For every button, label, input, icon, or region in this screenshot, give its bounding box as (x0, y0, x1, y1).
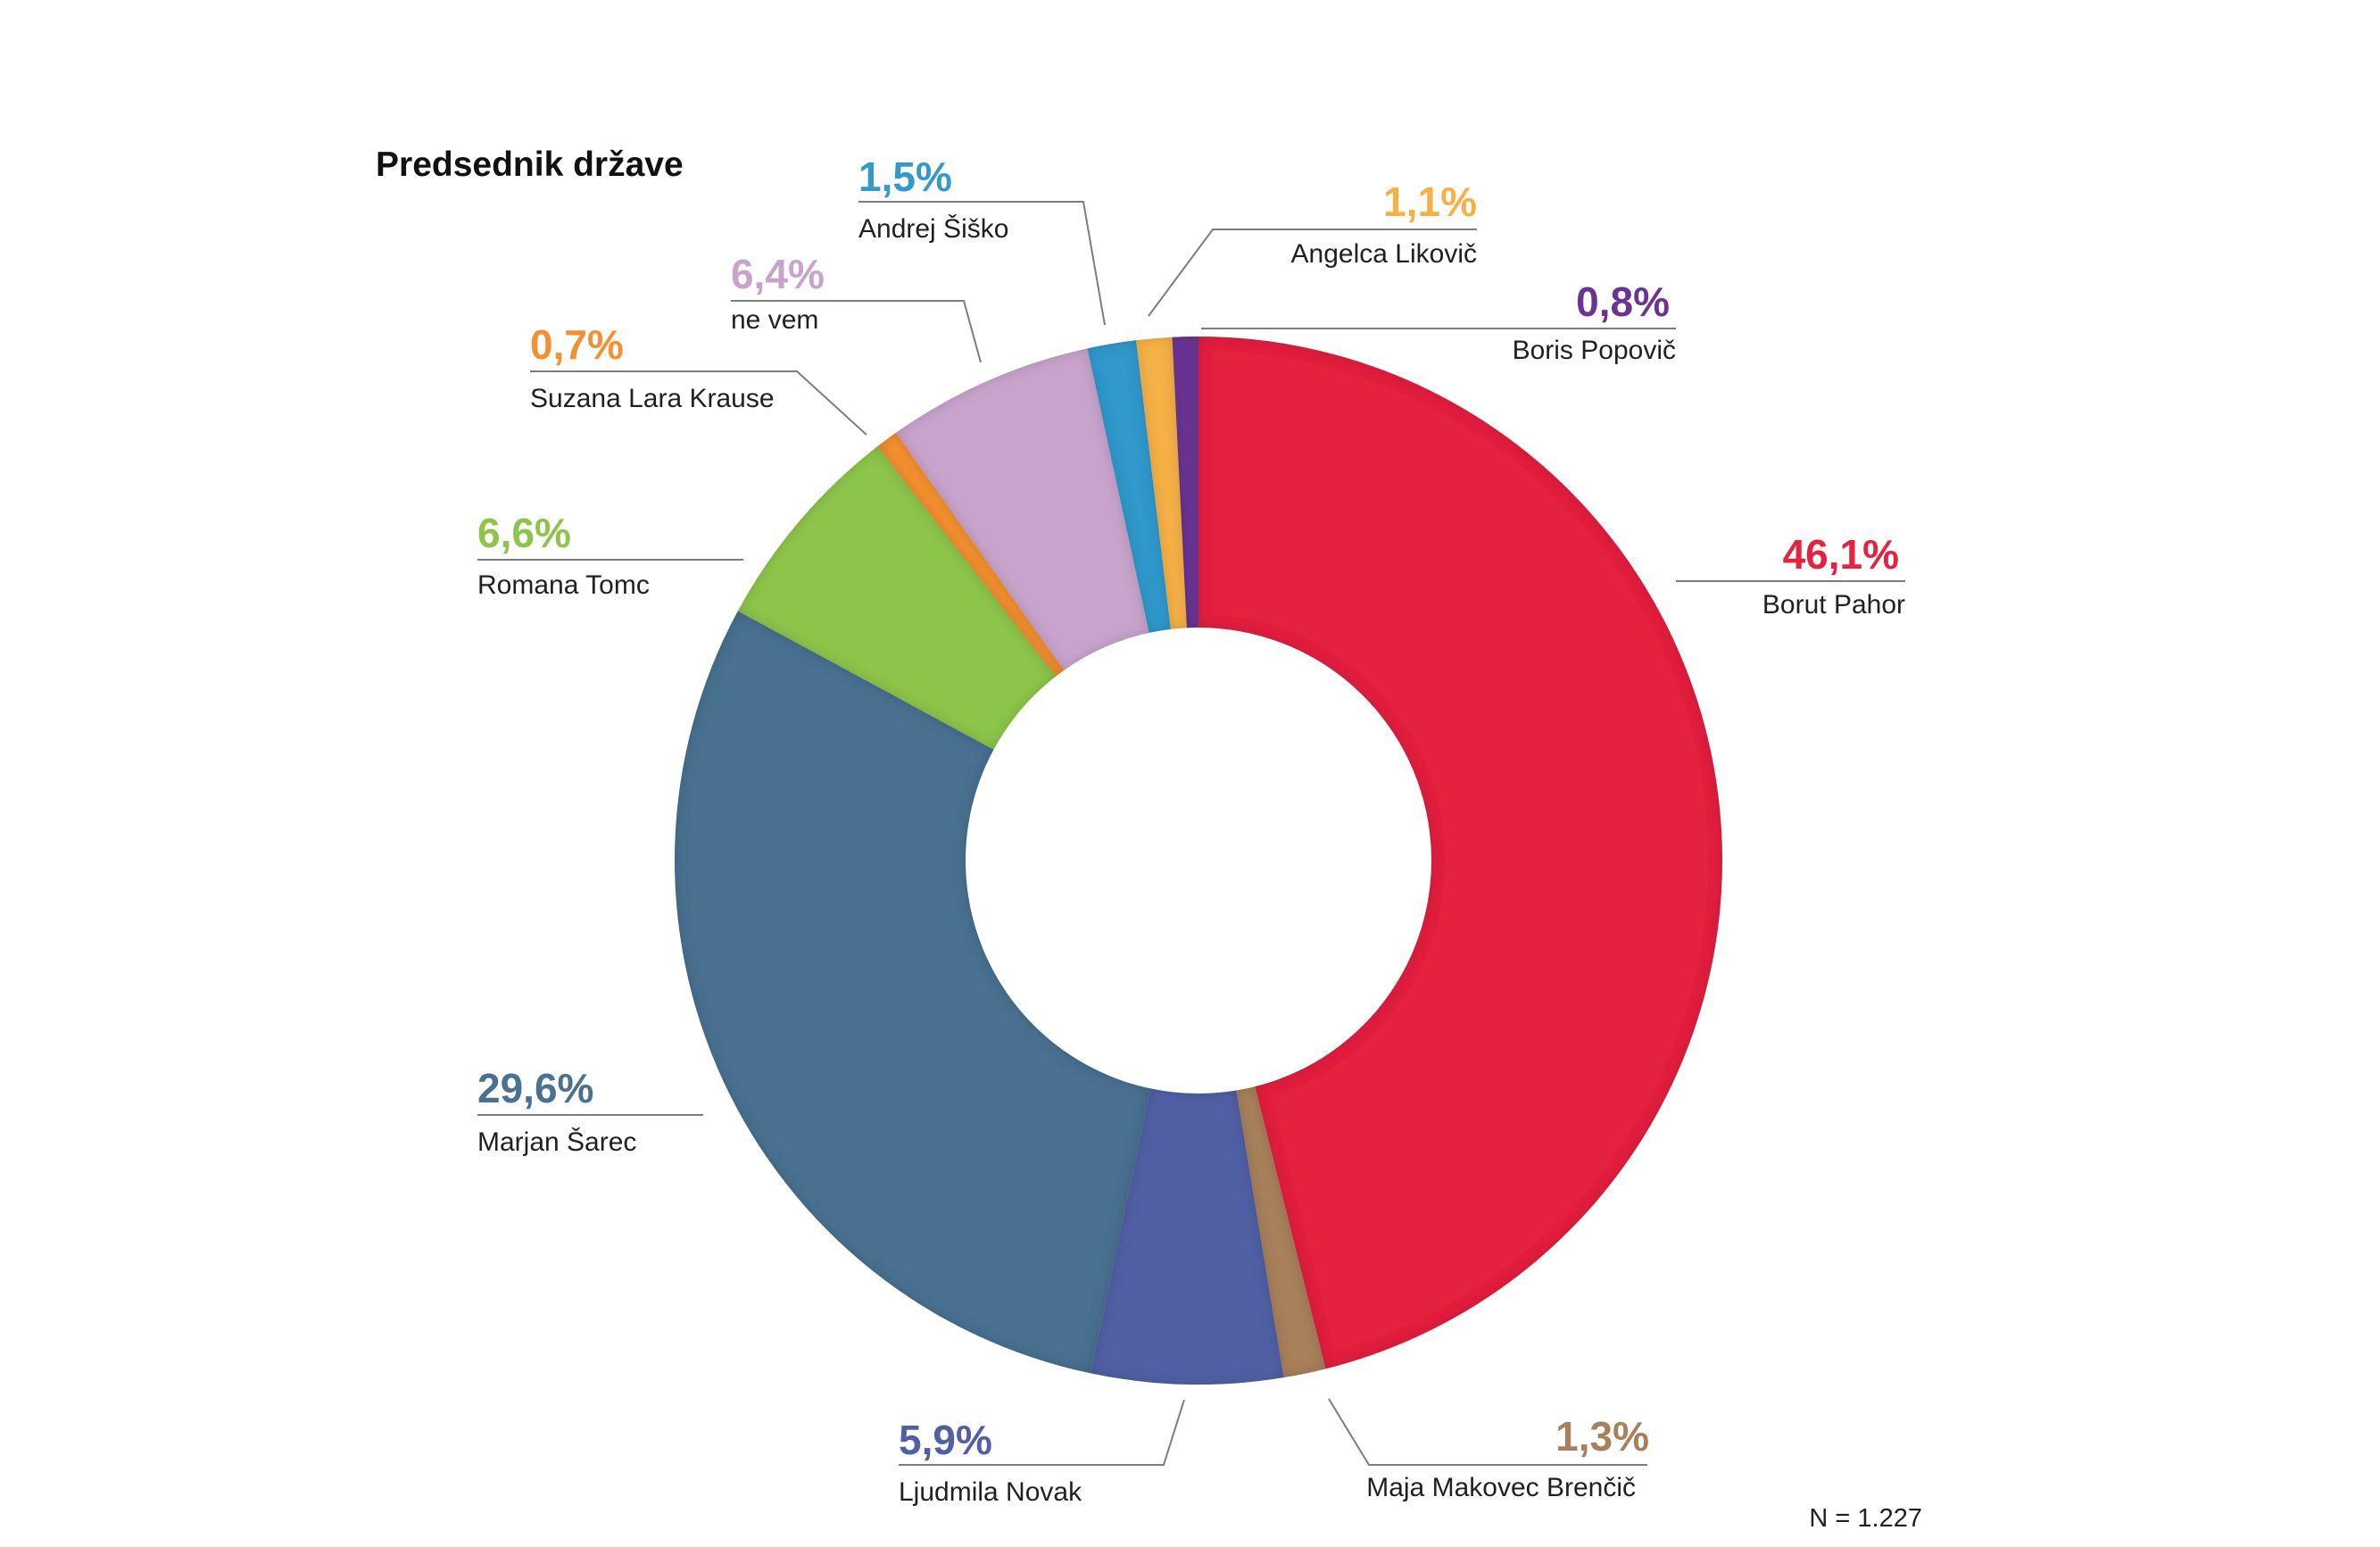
leader-line-maja-makovec-brencic (1328, 1398, 1647, 1466)
slice-ne-vem (895, 348, 1149, 670)
name-label-suzana-lara-krause: Suzana Lara Krause (530, 384, 775, 413)
donut-slices (674, 337, 1722, 1385)
name-label-maja-makovec-brencic: Maja Makovec Brenčič (1366, 1473, 1636, 1502)
slice-maja-makovec-brencic (1236, 1086, 1326, 1378)
value-label-angelca-likovic: 1,1% (1383, 179, 1477, 225)
leader-line-ljudmila-novak (899, 1399, 1185, 1466)
name-label-angelca-likovic: Angelca Likovič (1291, 239, 1477, 269)
slice-borut-pahor (1198, 337, 1722, 1369)
value-label-romana-tomc: 6,6% (477, 510, 571, 556)
value-label-suzana-lara-krause: 0,7% (530, 321, 624, 368)
sample-size-note: N = 1.227 (1809, 1504, 1922, 1533)
slice-ljudmila-novak (1090, 1088, 1284, 1385)
value-label-marjan-sarec: 29,6% (477, 1065, 593, 1111)
name-label-borut-pahor: Borut Pahor (1762, 590, 1905, 620)
name-label-romana-tomc: Romana Tomc (477, 570, 650, 600)
leader-line-suzana-lara-krause (530, 370, 867, 436)
slice-boris-popovic (1172, 337, 1198, 628)
value-label-borut-pahor: 46,1% (1783, 531, 1899, 578)
slice-romana-tomc (737, 446, 1057, 750)
value-label-boris-popovic: 0,8% (1576, 279, 1670, 325)
name-label-marjan-sarec: Marjan Šarec (477, 1127, 636, 1157)
leader-line-andrej-sisko (858, 201, 1106, 326)
slice-suzana-lara-krause (877, 432, 1065, 677)
leader-line-ne-vem (731, 300, 982, 363)
chart-title: Predsednik države (376, 146, 684, 184)
leader-line-angelca-likovic (1148, 229, 1477, 317)
value-label-ljudmila-novak: 5,9% (899, 1417, 992, 1463)
data-labels: 46,1% Borut Pahor 1,3% Maja Makovec Bren… (477, 154, 1905, 1507)
leader-lines (477, 201, 1905, 1466)
slice-angelca-likovic (1136, 337, 1187, 629)
name-label-ljudmila-novak: Ljudmila Novak (899, 1477, 1082, 1507)
value-label-maja-makovec-brencic: 1,3% (1555, 1413, 1649, 1460)
value-label-ne-vem: 6,4% (731, 251, 825, 297)
slice-andrej-sisko (1087, 340, 1171, 633)
value-label-andrej-sisko: 1,5% (858, 154, 952, 200)
slice-marjan-sarec (674, 611, 1151, 1374)
name-label-ne-vem: ne vem (731, 305, 818, 335)
name-label-boris-popovic: Boris Popovič (1513, 336, 1676, 365)
name-label-andrej-sisko: Andrej Šiško (858, 213, 1008, 244)
